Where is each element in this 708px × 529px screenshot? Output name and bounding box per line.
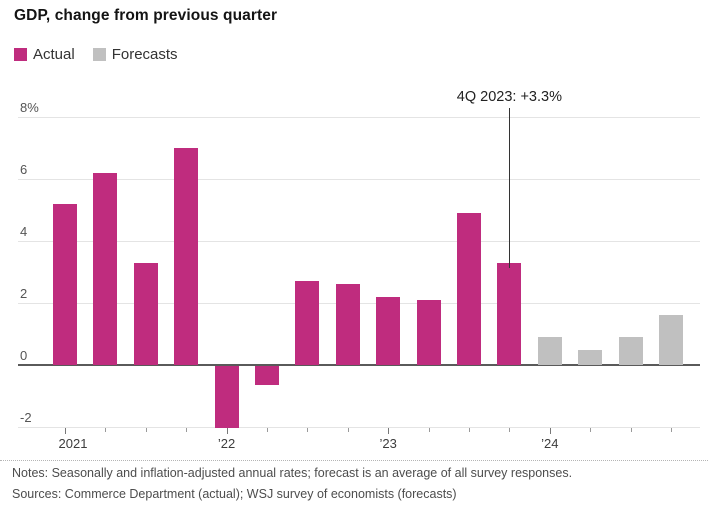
y-axis-tick-label: 4 [20,224,28,239]
x-axis-tick [307,428,309,432]
chart-bar-actual-3q-2023[interactable] [457,213,481,365]
notes-divider [0,460,708,461]
chart-bar-actual-2q-2022[interactable] [255,366,279,385]
legend-item-actual: Actual [14,46,75,63]
forecast-series-swatch-icon [92,48,106,61]
x-axis-tick [428,428,430,432]
legend-label-actual: Actual [33,46,75,63]
zero-baseline [18,364,700,366]
chart-bar-forecast-4q-2024[interactable] [659,315,683,365]
annotation-label-4q-2023: 4Q 2023: +3.3% [456,89,562,105]
y-axis-tick-label: 0 [20,348,28,363]
x-axis-tick [630,428,632,432]
legend-item-forecasts: Forecasts [92,46,178,63]
chart-bar-actual-4q-2023[interactable] [497,262,522,365]
x-axis-tick [549,428,551,434]
x-axis-tick [469,428,470,432]
legend-label-forecasts: Forecasts [111,46,178,63]
x-axis-tick [105,428,107,432]
gridline [18,427,700,428]
x-axis-year-label: ’24 [541,436,559,451]
actual-series-swatch-icon [14,48,27,61]
gridline [18,117,700,118]
chart-bar-actual-3q-2021[interactable] [133,262,158,365]
chart-bar-actual-3q-2022[interactable] [295,281,320,365]
chart-bar-actual-4q-2021[interactable] [174,148,199,365]
sources-text: Sources: Commerce Department (actual); W… [12,487,457,501]
chart-bar-actual-1q-2021[interactable] [53,203,77,365]
chart-bar-actual-2q-2023[interactable] [416,299,441,365]
x-axis-year-label: ’23 [379,436,397,451]
chart-bar-forecast-2q-2024[interactable] [578,349,603,365]
x-axis-tick [347,428,349,432]
x-axis-tick [671,428,672,432]
chart-title: GDP, change from previous quarter [14,7,278,24]
x-axis-tick [145,428,147,432]
gridline [18,241,700,242]
y-axis-tick-label: 2 [20,286,28,301]
x-axis-year-label: ’22 [217,436,236,451]
y-axis-tick-label: 6 [20,162,28,177]
y-axis-tick-label: 8% [20,100,39,115]
chart-bar-actual-1q-2022[interactable] [214,366,239,428]
x-axis-year-label: 2021 [58,436,88,451]
notes-text: Notes: Seasonally and inflation-adjusted… [12,466,573,480]
gridline [18,179,700,180]
chart-bar-forecast-1q-2024[interactable] [537,337,562,365]
x-axis-tick [65,428,66,434]
x-axis-tick [226,428,228,434]
chart-legend: Actual Forecasts [14,46,178,63]
chart-bar-actual-1q-2023[interactable] [376,296,401,365]
x-axis-tick [509,428,511,432]
chart-bar-forecast-3q-2024[interactable] [618,337,643,365]
y-axis-tick-label: -2 [20,410,32,425]
annotation-line [509,108,511,268]
x-axis-tick [267,428,268,432]
x-axis-tick [590,428,592,432]
x-axis-tick [186,428,188,432]
chart-bar-actual-4q-2022[interactable] [335,284,360,365]
x-axis-tick [388,428,390,434]
chart-bar-actual-2q-2021[interactable] [93,172,118,365]
